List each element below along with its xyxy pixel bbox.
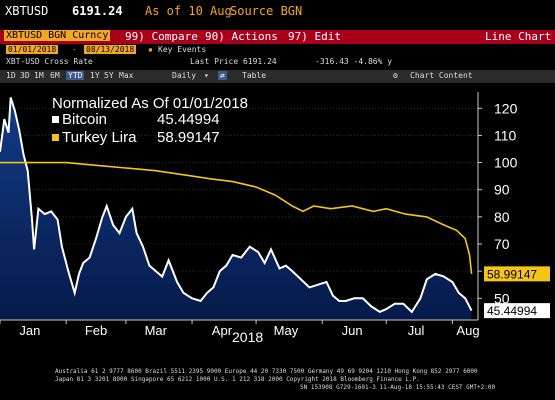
y-tick-label: 80: [494, 209, 510, 225]
frequency-select[interactable]: Daily: [172, 71, 197, 80]
footer-line-2: Japan 81 3 3201 8900 Singapore 65 6212 1…: [55, 376, 420, 383]
security-field[interactable]: XBTUSD BGN Curncy: [4, 30, 111, 41]
y-tick-label: 100: [494, 155, 518, 171]
bitcoin-area: [0, 97, 472, 321]
chevron-down-icon[interactable]: ▾: [204, 71, 209, 80]
y-tick-label: 70: [494, 236, 510, 252]
start-date-field[interactable]: 01/01/2018: [6, 45, 59, 54]
period-max-button[interactable]: Max: [119, 71, 134, 80]
last-price: Last Price 6191.24: [190, 57, 277, 66]
bitcoin-line: [0, 97, 473, 314]
period-6m-button[interactable]: 6M: [50, 71, 60, 80]
chart-area: 5060708090100110120JanFebMarAprMayJunJul…: [0, 84, 555, 348]
price-change: -316.43 -4.86% y: [315, 57, 393, 66]
period-3d-button[interactable]: 3D: [20, 71, 30, 80]
last-value-tag-bitcoin: [484, 303, 550, 319]
x-tick-label: Mar: [145, 323, 168, 338]
period-1y-button[interactable]: 1Y: [90, 71, 100, 80]
price-label: 6191.24: [72, 4, 123, 18]
period-5y-button[interactable]: 5Y: [104, 71, 114, 80]
date-separator: -: [72, 45, 77, 54]
legend-label-bitcoin: Bitcoin: [62, 111, 107, 128]
last-value-tag-turkey-lira: [484, 266, 550, 282]
key-events-checkbox[interactable]: ▪: [148, 45, 153, 54]
x-tick-label: May: [274, 323, 299, 338]
y-tick-label: 120: [494, 100, 518, 116]
security-name: XBT-USD Cross Rate: [6, 57, 93, 66]
y-tick-label: 110: [494, 127, 517, 143]
end-date-field[interactable]: 08/13/2018: [84, 45, 137, 54]
actions-button[interactable]: 90) Actions: [205, 30, 278, 43]
key-events-label: Key Events: [158, 45, 207, 54]
period-1d-button[interactable]: 1D: [6, 71, 16, 80]
legend-label-turkey-lira: Turkey Lira: [62, 129, 137, 146]
source-label: Source BGN: [230, 4, 303, 18]
price-chart: 5060708090100110120JanFebMarAprMayJunJul…: [0, 92, 550, 345]
x-tick-label: Feb: [85, 323, 107, 338]
toolbar: 1D 3D 1M 6M YTD 1Y 5Y Max Daily ▾ ⇄ Table ⚙ Cha…: [0, 70, 555, 83]
last-value-text-turkey-lira: 58.99147: [487, 267, 537, 281]
menu-bar: XBTUSD BGN Curncy 99) Compare 90) Action…: [0, 30, 555, 44]
period-1m-button[interactable]: 1M: [34, 71, 44, 80]
y-tick-label: 50: [494, 290, 510, 306]
edit-button[interactable]: 97) Edit: [288, 30, 341, 43]
x-tick-label: Jul: [408, 323, 425, 338]
compare-button[interactable]: 99) Compare: [125, 30, 198, 43]
chart-content-button[interactable]: Chart Content: [410, 71, 473, 80]
chart-type-label[interactable]: Line Chart: [485, 30, 552, 43]
footer: Australia 61 2 9777 8600 Brazil 5511 239…: [0, 358, 555, 400]
footer-line-3: SN 153908 G729-1601-3 11-Aug-18 15:55:43…: [300, 384, 496, 391]
footer-line-1: Australia 61 2 9777 8600 Brazil 5511 239…: [55, 368, 478, 375]
y-tick-label: 90: [494, 182, 510, 198]
period-ytd-button[interactable]: YTD: [66, 71, 85, 80]
last-value-tags: 58.99147 45.44994: [484, 266, 550, 319]
x-tick-label: Aug: [456, 323, 479, 338]
as-of-label: As of 10 Aug: [145, 4, 232, 18]
turkey-lira-line: [0, 161, 473, 274]
legend-value-turkey-lira: 58.99147: [157, 129, 220, 146]
chart-title: Normalized As Of 01/01/2018: [52, 95, 248, 112]
legend-swatch-bitcoin: [52, 116, 59, 123]
date-range-row: 01/01/2018 - 08/13/2018 ▪ Key Events: [0, 45, 555, 56]
ticker-label: XBTUSD: [5, 4, 49, 18]
legend-value-bitcoin: 45.44994: [157, 111, 220, 128]
last-value-text-bitcoin: 45.44994: [487, 304, 537, 318]
info-row: XBT-USD Cross Rate Last Price 6191.24 -3…: [0, 57, 555, 68]
x-tick-label: Jun: [342, 323, 363, 338]
x-axis-year-label: 2018: [232, 329, 263, 345]
x-tick-label: Apr: [212, 323, 233, 338]
legend: Normalized As Of 01/01/2018 Bitcoin 45.4…: [52, 95, 248, 146]
x-tick-label: Jan: [19, 323, 40, 338]
top-bar: XBTUSD 6191.24 As of 10 Aug Source BGN: [0, 0, 555, 22]
gear-icon[interactable]: ⚙: [393, 71, 398, 80]
table-button[interactable]: Table: [242, 71, 267, 80]
legend-swatch-turkey-lira: [52, 134, 59, 141]
chart-icon[interactable]: ⇄: [218, 71, 227, 80]
series-layer: [0, 97, 473, 321]
